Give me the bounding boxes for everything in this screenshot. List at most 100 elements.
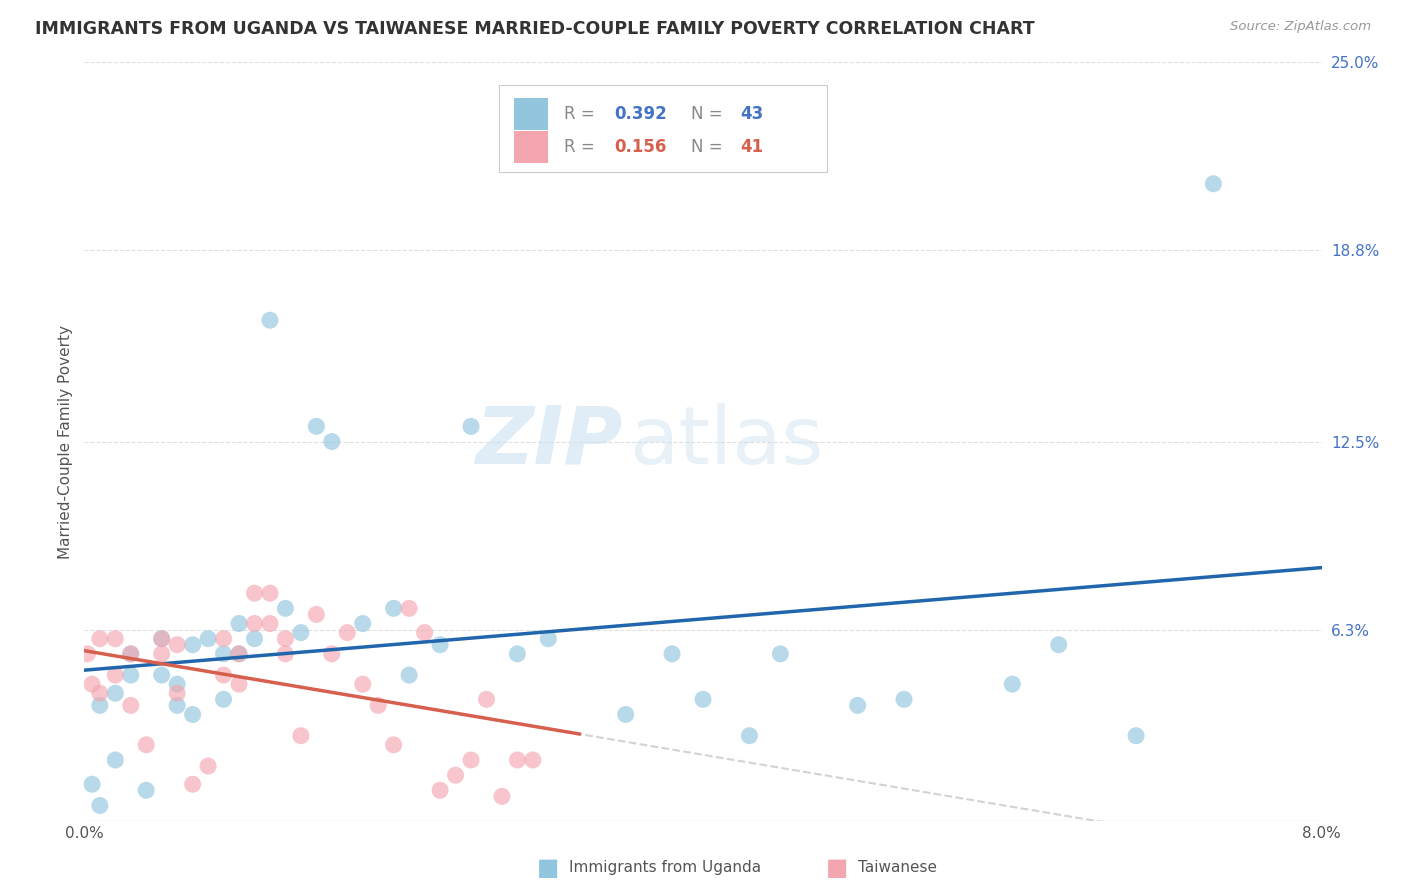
Point [181, 707, 204, 722]
Point [166, 677, 188, 691]
Point [274, 601, 297, 615]
Point [1001, 677, 1024, 691]
Point [166, 686, 188, 700]
Point [846, 698, 869, 713]
Point [259, 586, 281, 600]
Point [166, 638, 188, 652]
Point [89, 798, 111, 813]
Point [537, 632, 560, 646]
Point [460, 753, 482, 767]
FancyBboxPatch shape [499, 85, 827, 172]
Point [82, 677, 104, 691]
Point [661, 647, 683, 661]
Text: atlas: atlas [628, 402, 823, 481]
Point [120, 698, 142, 713]
Point [259, 313, 281, 327]
Point [398, 601, 420, 615]
Point [692, 692, 714, 706]
Point [398, 668, 420, 682]
Text: IMMIGRANTS FROM UGANDA VS TAIWANESE MARRIED-COUPLE FAMILY POVERTY CORRELATION CH: IMMIGRANTS FROM UGANDA VS TAIWANESE MARR… [35, 20, 1035, 37]
Point [475, 692, 498, 706]
Text: 41: 41 [740, 138, 763, 156]
Point [197, 632, 219, 646]
Text: N =: N = [690, 105, 727, 123]
Point [150, 647, 173, 661]
Point [352, 677, 374, 691]
Point [413, 625, 436, 640]
Y-axis label: Married-Couple Family Poverty: Married-Couple Family Poverty [58, 325, 73, 558]
Point [491, 789, 513, 804]
Point [769, 647, 792, 661]
Point [120, 647, 142, 661]
Text: R =: R = [564, 138, 600, 156]
Point [738, 729, 761, 743]
Point [243, 632, 266, 646]
Point [382, 601, 405, 615]
Point [120, 668, 142, 682]
Point [76, 647, 98, 661]
Point [104, 686, 127, 700]
Point [336, 625, 359, 640]
Text: ■: ■ [537, 856, 560, 880]
Point [228, 647, 250, 661]
Point [104, 632, 127, 646]
Text: 0.392: 0.392 [614, 105, 666, 123]
Point [1047, 638, 1070, 652]
Point [212, 692, 235, 706]
Point [89, 686, 111, 700]
Point [166, 698, 188, 713]
Point [893, 692, 915, 706]
Point [429, 638, 451, 652]
Point [228, 647, 250, 661]
Point [89, 698, 111, 713]
Point [212, 668, 235, 682]
Point [382, 738, 405, 752]
Point [444, 768, 467, 782]
Point [228, 677, 250, 691]
Text: 43: 43 [740, 105, 763, 123]
Point [321, 434, 343, 449]
Point [243, 586, 266, 600]
Point [104, 753, 127, 767]
Point [135, 783, 157, 797]
Point [305, 607, 328, 622]
Text: ■: ■ [825, 856, 848, 880]
Point [274, 632, 297, 646]
Point [352, 616, 374, 631]
Point [212, 647, 235, 661]
Point [506, 753, 529, 767]
Point [135, 738, 157, 752]
Point [120, 647, 142, 661]
Point [429, 783, 451, 797]
Point [150, 632, 173, 646]
Point [197, 759, 219, 773]
Point [1202, 177, 1225, 191]
Point [1125, 729, 1147, 743]
Text: ZIP: ZIP [475, 402, 623, 481]
Point [228, 616, 250, 631]
Point [522, 753, 544, 767]
Point [82, 777, 104, 791]
Point [243, 616, 266, 631]
Point [181, 638, 204, 652]
Point [150, 632, 173, 646]
Text: Immigrants from Uganda: Immigrants from Uganda [569, 861, 762, 875]
Point [181, 777, 204, 791]
Point [89, 632, 111, 646]
Text: Source: ZipAtlas.com: Source: ZipAtlas.com [1230, 20, 1371, 33]
Point [290, 625, 312, 640]
Point [460, 419, 482, 434]
Point [506, 647, 529, 661]
Bar [513, 98, 548, 130]
Point [104, 668, 127, 682]
Point [150, 668, 173, 682]
Text: R =: R = [564, 105, 600, 123]
Point [259, 616, 281, 631]
Point [614, 707, 637, 722]
Text: Taiwanese: Taiwanese [858, 861, 936, 875]
Point [305, 419, 328, 434]
Point [212, 632, 235, 646]
Point [321, 647, 343, 661]
Text: N =: N = [690, 138, 727, 156]
Text: 0.156: 0.156 [614, 138, 666, 156]
